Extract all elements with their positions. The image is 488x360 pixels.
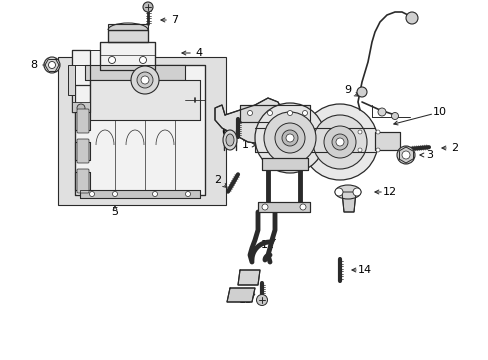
Polygon shape <box>254 128 374 152</box>
Circle shape <box>312 115 366 169</box>
Polygon shape <box>240 105 309 122</box>
Polygon shape <box>80 190 200 198</box>
Circle shape <box>254 103 325 173</box>
Polygon shape <box>72 50 100 65</box>
Circle shape <box>302 111 307 116</box>
Text: 9: 9 <box>344 85 351 95</box>
Polygon shape <box>258 202 309 212</box>
Circle shape <box>357 130 361 134</box>
Polygon shape <box>68 65 75 95</box>
Polygon shape <box>341 192 355 212</box>
Circle shape <box>299 204 305 210</box>
Circle shape <box>185 192 190 197</box>
Circle shape <box>282 130 297 146</box>
Circle shape <box>112 192 117 197</box>
Circle shape <box>356 87 366 97</box>
Polygon shape <box>75 112 90 130</box>
Text: 1: 1 <box>241 140 248 150</box>
Text: 3: 3 <box>426 150 433 160</box>
Polygon shape <box>75 172 90 190</box>
Polygon shape <box>85 65 184 80</box>
Circle shape <box>267 111 272 116</box>
Circle shape <box>352 188 360 196</box>
Polygon shape <box>374 132 399 150</box>
Circle shape <box>256 294 267 306</box>
Polygon shape <box>108 24 148 30</box>
Text: 12: 12 <box>382 187 396 197</box>
Circle shape <box>142 2 153 12</box>
Text: 10: 10 <box>432 107 446 117</box>
Polygon shape <box>226 288 254 302</box>
Circle shape <box>391 112 398 120</box>
Circle shape <box>247 111 252 116</box>
Text: 8: 8 <box>30 60 38 70</box>
Polygon shape <box>100 42 155 70</box>
Polygon shape <box>90 80 200 120</box>
Polygon shape <box>72 102 90 112</box>
Ellipse shape <box>223 130 237 150</box>
Circle shape <box>405 12 417 24</box>
Polygon shape <box>215 98 285 145</box>
Text: 13: 13 <box>239 295 252 305</box>
Circle shape <box>108 57 115 63</box>
Polygon shape <box>262 158 307 170</box>
Circle shape <box>285 134 293 142</box>
Circle shape <box>262 204 267 210</box>
Circle shape <box>139 57 146 63</box>
Circle shape <box>141 76 149 84</box>
Text: 2: 2 <box>214 175 221 185</box>
Circle shape <box>131 66 159 94</box>
Circle shape <box>77 104 85 112</box>
Circle shape <box>152 192 157 197</box>
Text: 2: 2 <box>450 143 458 153</box>
FancyBboxPatch shape <box>77 109 89 133</box>
Circle shape <box>44 57 60 73</box>
Circle shape <box>396 146 414 164</box>
Polygon shape <box>75 142 90 160</box>
Text: 4: 4 <box>195 48 202 58</box>
Circle shape <box>302 104 377 180</box>
Circle shape <box>375 148 379 152</box>
Text: 11: 11 <box>261 240 274 250</box>
Polygon shape <box>75 65 204 195</box>
Polygon shape <box>108 30 148 42</box>
Polygon shape <box>72 50 90 112</box>
FancyBboxPatch shape <box>77 139 89 163</box>
Circle shape <box>335 138 343 146</box>
Circle shape <box>324 126 355 158</box>
Text: 5: 5 <box>111 207 118 217</box>
FancyBboxPatch shape <box>77 169 89 193</box>
Text: 7: 7 <box>171 15 178 25</box>
Polygon shape <box>238 270 260 285</box>
Circle shape <box>357 148 361 152</box>
Circle shape <box>137 72 153 88</box>
Circle shape <box>274 123 305 153</box>
Circle shape <box>287 111 292 116</box>
Circle shape <box>334 188 342 196</box>
Circle shape <box>89 192 94 197</box>
Text: 6: 6 <box>221 127 228 137</box>
Ellipse shape <box>225 134 234 146</box>
Text: 14: 14 <box>357 265 371 275</box>
Circle shape <box>377 108 385 116</box>
Circle shape <box>401 151 409 159</box>
Circle shape <box>375 130 379 134</box>
Circle shape <box>264 112 315 164</box>
Circle shape <box>48 62 55 68</box>
Ellipse shape <box>334 185 360 199</box>
Circle shape <box>331 134 347 150</box>
Bar <box>58 57 225 205</box>
